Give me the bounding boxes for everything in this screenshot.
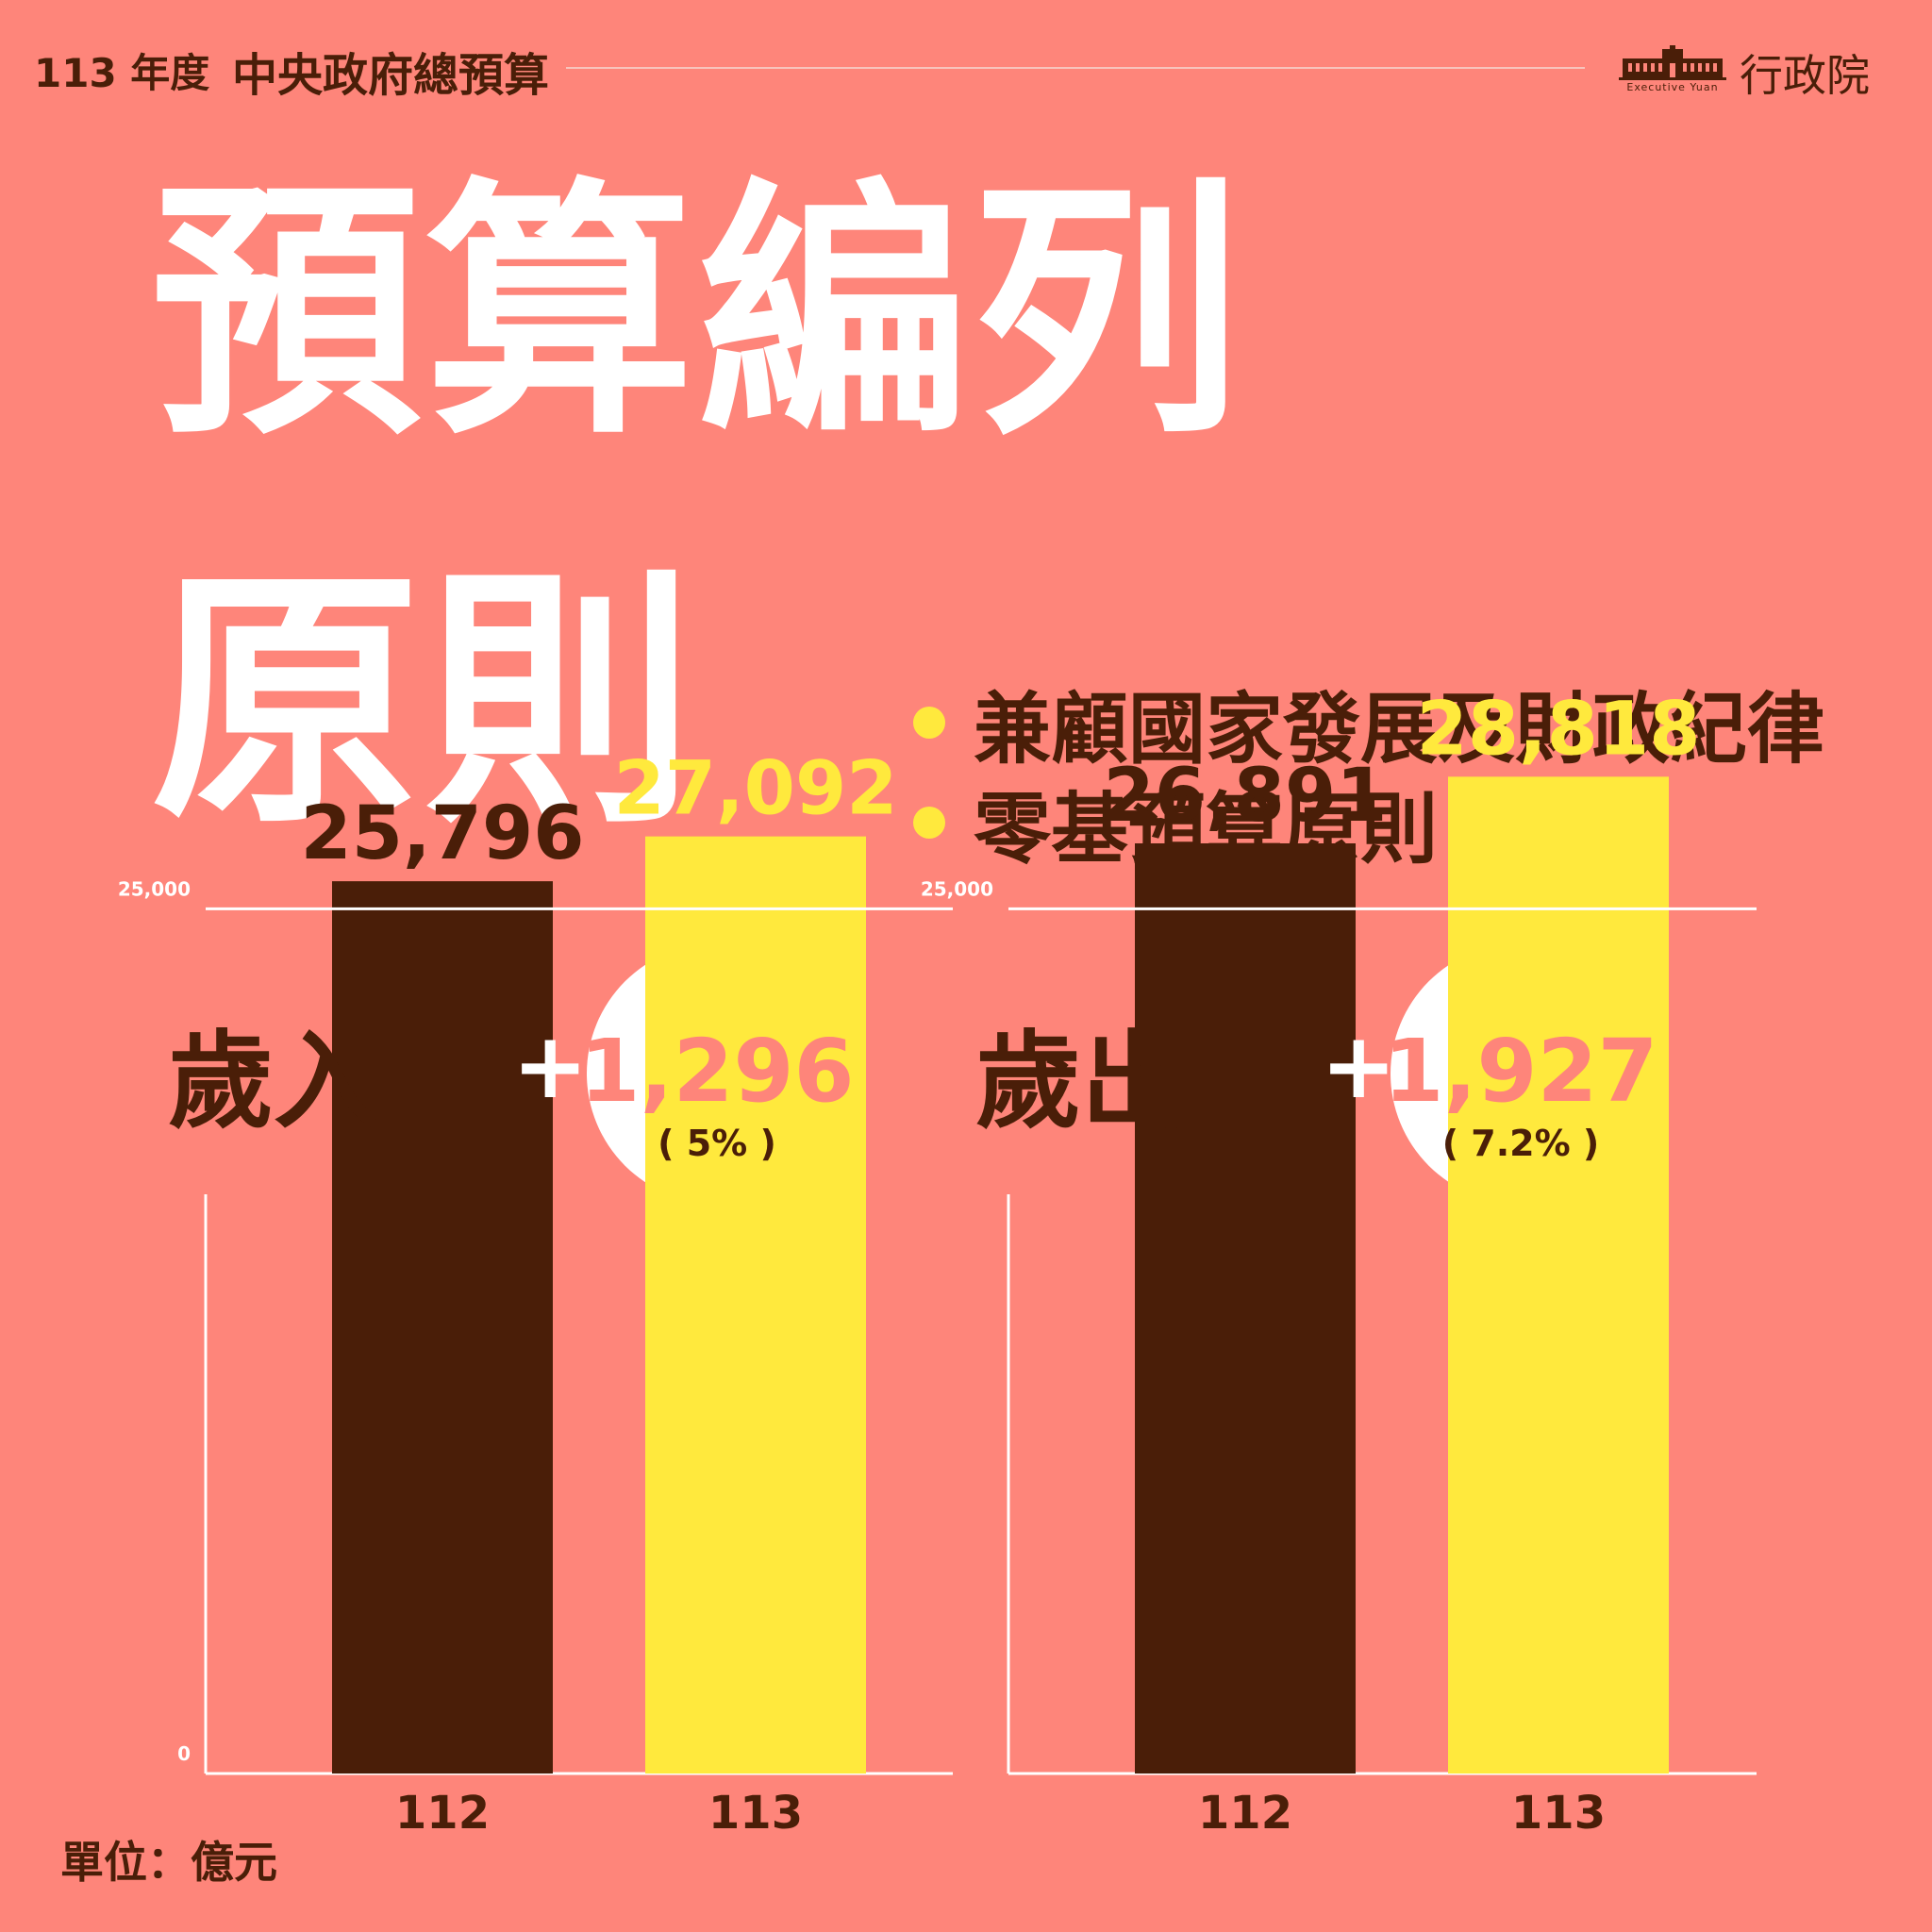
unit-label: 單位：億元 (60, 1837, 277, 1888)
principle-text: 兼顧國家發展及財政紀律 (974, 685, 1825, 774)
revenue-change-value: 1,296 (579, 1021, 855, 1122)
revenue-plus-sign: + (512, 1013, 589, 1119)
bullet-dot-icon (913, 706, 945, 739)
expenditure-category-label: 112 (1198, 1787, 1292, 1840)
expenditure-ytick-label: 25,000 (921, 877, 993, 900)
expenditure-bar-112 (1135, 842, 1356, 1774)
revenue-value-label: 25,796 (301, 791, 585, 876)
revenue-bar-113 (645, 836, 866, 1774)
principle-item: 兼顧國家發展及財政紀律 (913, 666, 1824, 778)
headline-line-1: 預算編列 (151, 158, 1245, 471)
revenue-ytick-label: 0 (177, 1742, 191, 1765)
expenditure-bar-113 (1448, 776, 1669, 1774)
revenue-value-label: 27,092 (614, 747, 898, 832)
headline-line-2: 原則 (151, 546, 698, 859)
revenue-label: 歲入 (168, 1021, 379, 1143)
header-divider (566, 67, 1585, 69)
bullet-dot-icon (913, 806, 945, 839)
expenditure-value-label: 26,891 (1104, 754, 1388, 839)
revenue-change-percent: ( 5% ) (658, 1123, 776, 1164)
budget-year-label: 113 年度 (34, 50, 210, 96)
revenue-bar-112 (332, 881, 553, 1774)
revenue-ytick-label: 25,000 (118, 877, 191, 900)
org-name-english: Executive Yuan (1626, 81, 1719, 93)
org-name: 行政院 (1740, 50, 1870, 101)
expenditure-change-value: 1,927 (1383, 1021, 1658, 1122)
expenditure-plus-sign: + (1321, 1013, 1397, 1119)
expenditure-value-label: 28,818 (1417, 687, 1701, 772)
expenditure-label: 歲出 (975, 1021, 1187, 1143)
revenue-category-label: 112 (395, 1787, 490, 1840)
budget-title: 中央政府總預算 (232, 49, 550, 102)
revenue-category-label: 113 (708, 1787, 803, 1840)
expenditure-change-percent: ( 7.2% ) (1441, 1123, 1600, 1164)
executive-yuan-logo-icon (1619, 45, 1726, 94)
expenditure-category-label: 113 (1511, 1787, 1606, 1840)
